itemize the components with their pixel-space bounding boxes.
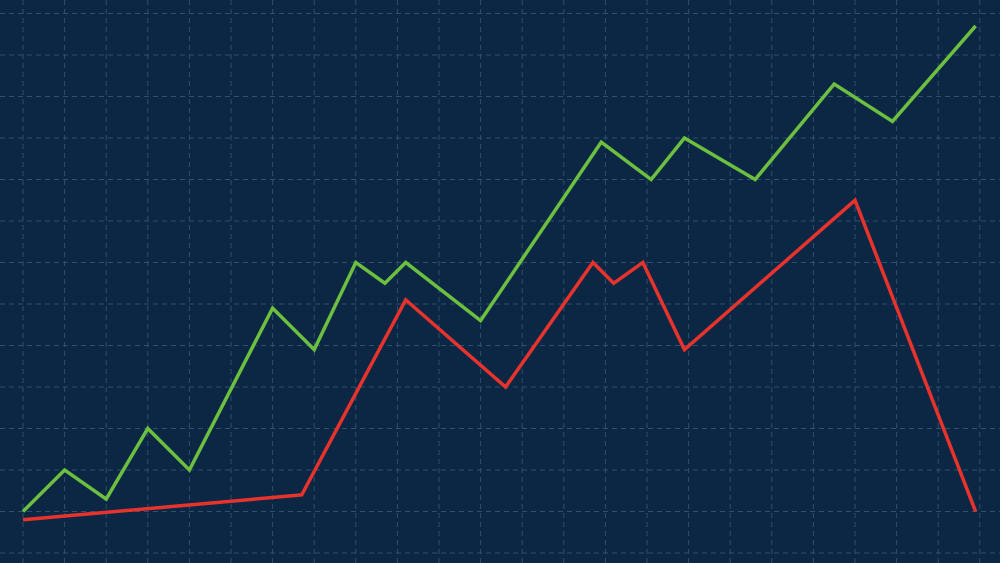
series-line-2 — [22, 197, 978, 522]
series-line-1 — [21, 24, 977, 513]
series-lines — [21, 24, 978, 522]
